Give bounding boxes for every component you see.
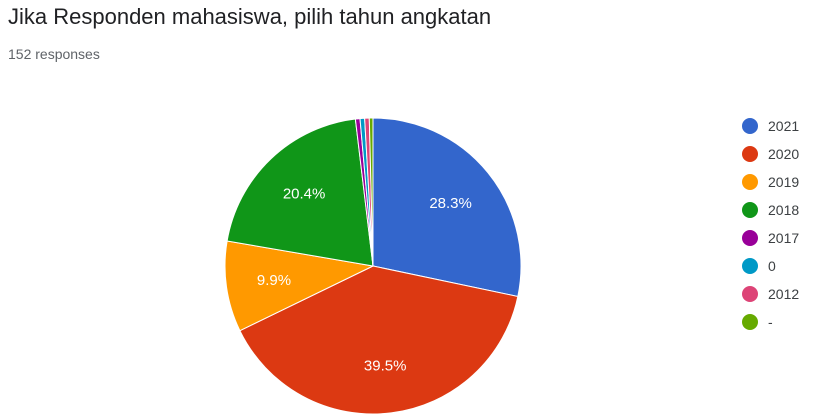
legend-item-2018[interactable]: 2018 bbox=[742, 196, 799, 224]
chart-title: Jika Responden mahasiswa, pilih tahun an… bbox=[8, 4, 492, 29]
response-count: 152 responses bbox=[8, 46, 100, 62]
pie-slice-2020[interactable] bbox=[239, 265, 519, 414]
legend-label: 2021 bbox=[768, 118, 800, 134]
slice-label-2018: 20.4% bbox=[283, 186, 326, 203]
legend-swatch bbox=[742, 258, 758, 274]
pie-slice-2021[interactable] bbox=[372, 117, 522, 298]
legend-label: 2019 bbox=[768, 174, 800, 190]
legend-item-0[interactable]: 0 bbox=[742, 252, 799, 280]
legend-swatch bbox=[742, 174, 758, 190]
legend-label: 2020 bbox=[768, 146, 800, 162]
slice-label-2021: 28.3% bbox=[429, 195, 472, 212]
legend-swatch bbox=[742, 314, 758, 330]
legend-label: 2012 bbox=[768, 286, 800, 302]
legend-label: 2018 bbox=[768, 202, 800, 218]
slice-label-2019: 9.9% bbox=[257, 272, 291, 289]
legend-swatch bbox=[742, 146, 758, 162]
legend-item--[interactable]: - bbox=[742, 308, 799, 336]
pie-slice--[interactable] bbox=[368, 117, 374, 267]
legend-item-2012[interactable]: 2012 bbox=[742, 280, 799, 308]
slice-label-2020: 39.5% bbox=[364, 357, 407, 374]
legend-item-2017[interactable]: 2017 bbox=[742, 224, 799, 252]
legend-item-2020[interactable]: 2020 bbox=[742, 140, 799, 168]
legend-swatch bbox=[742, 118, 758, 134]
legend-swatch bbox=[742, 230, 758, 246]
legend-label: - bbox=[768, 314, 773, 330]
legend-swatch bbox=[742, 286, 758, 302]
chart-legend: 2021 2020 2019 2018 2017 0 2012 - bbox=[742, 112, 799, 336]
pie-slice-2019[interactable] bbox=[224, 240, 375, 332]
legend-swatch bbox=[742, 202, 758, 218]
legend-label: 2017 bbox=[768, 230, 800, 246]
legend-label: 0 bbox=[768, 258, 776, 274]
legend-item-2019[interactable]: 2019 bbox=[742, 168, 799, 196]
pie-slice-2018[interactable] bbox=[226, 118, 374, 267]
legend-item-2021[interactable]: 2021 bbox=[742, 112, 799, 140]
